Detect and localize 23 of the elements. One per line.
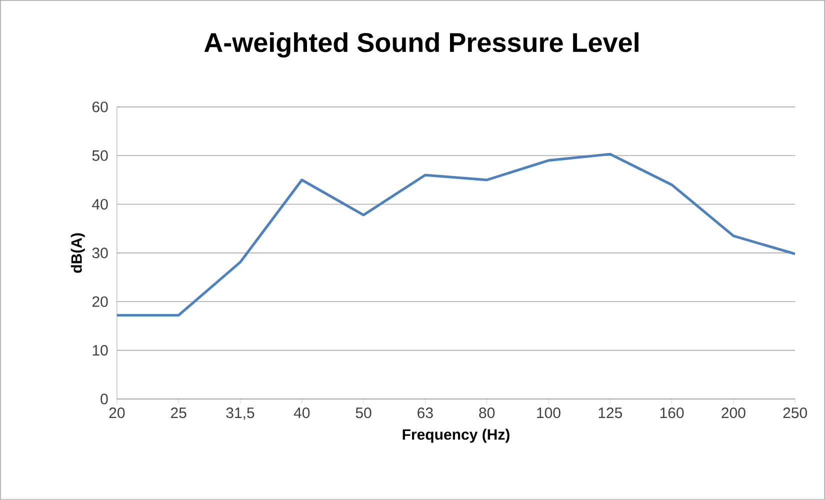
x-tick-label: 80 [479,408,495,418]
x-tick-label: 31,5 [226,408,254,420]
x-tick-label: 20 [109,408,125,418]
y-tick-label: 10 [92,345,108,356]
y-tick-label: 0 [100,394,108,404]
x-tick-label: 250 [783,408,808,418]
x-tick-label: 100 [537,408,560,418]
x-tick-label: 50 [356,408,372,418]
x-axis-title: Frequency (Hz) [402,428,510,443]
line-series [116,152,796,317]
y-tick-label: 60 [92,102,108,112]
x-tick-label: 200 [722,408,746,418]
y-tick-label: 40 [92,199,108,210]
x-tick-label: 63 [418,408,433,418]
x-tick-label: 125 [598,408,622,418]
y-tick-label: 50 [92,150,108,161]
y-tick-label: 20 [92,296,108,307]
y-tick-label: 30 [92,248,108,258]
chart-title: A-weighted Sound Pressure Level [204,32,638,58]
y-axis-title: dB(A) [70,233,85,273]
x-tick-label: 25 [170,408,186,418]
x-tick-label: 160 [660,408,684,418]
x-tick-label: 40 [294,408,310,418]
